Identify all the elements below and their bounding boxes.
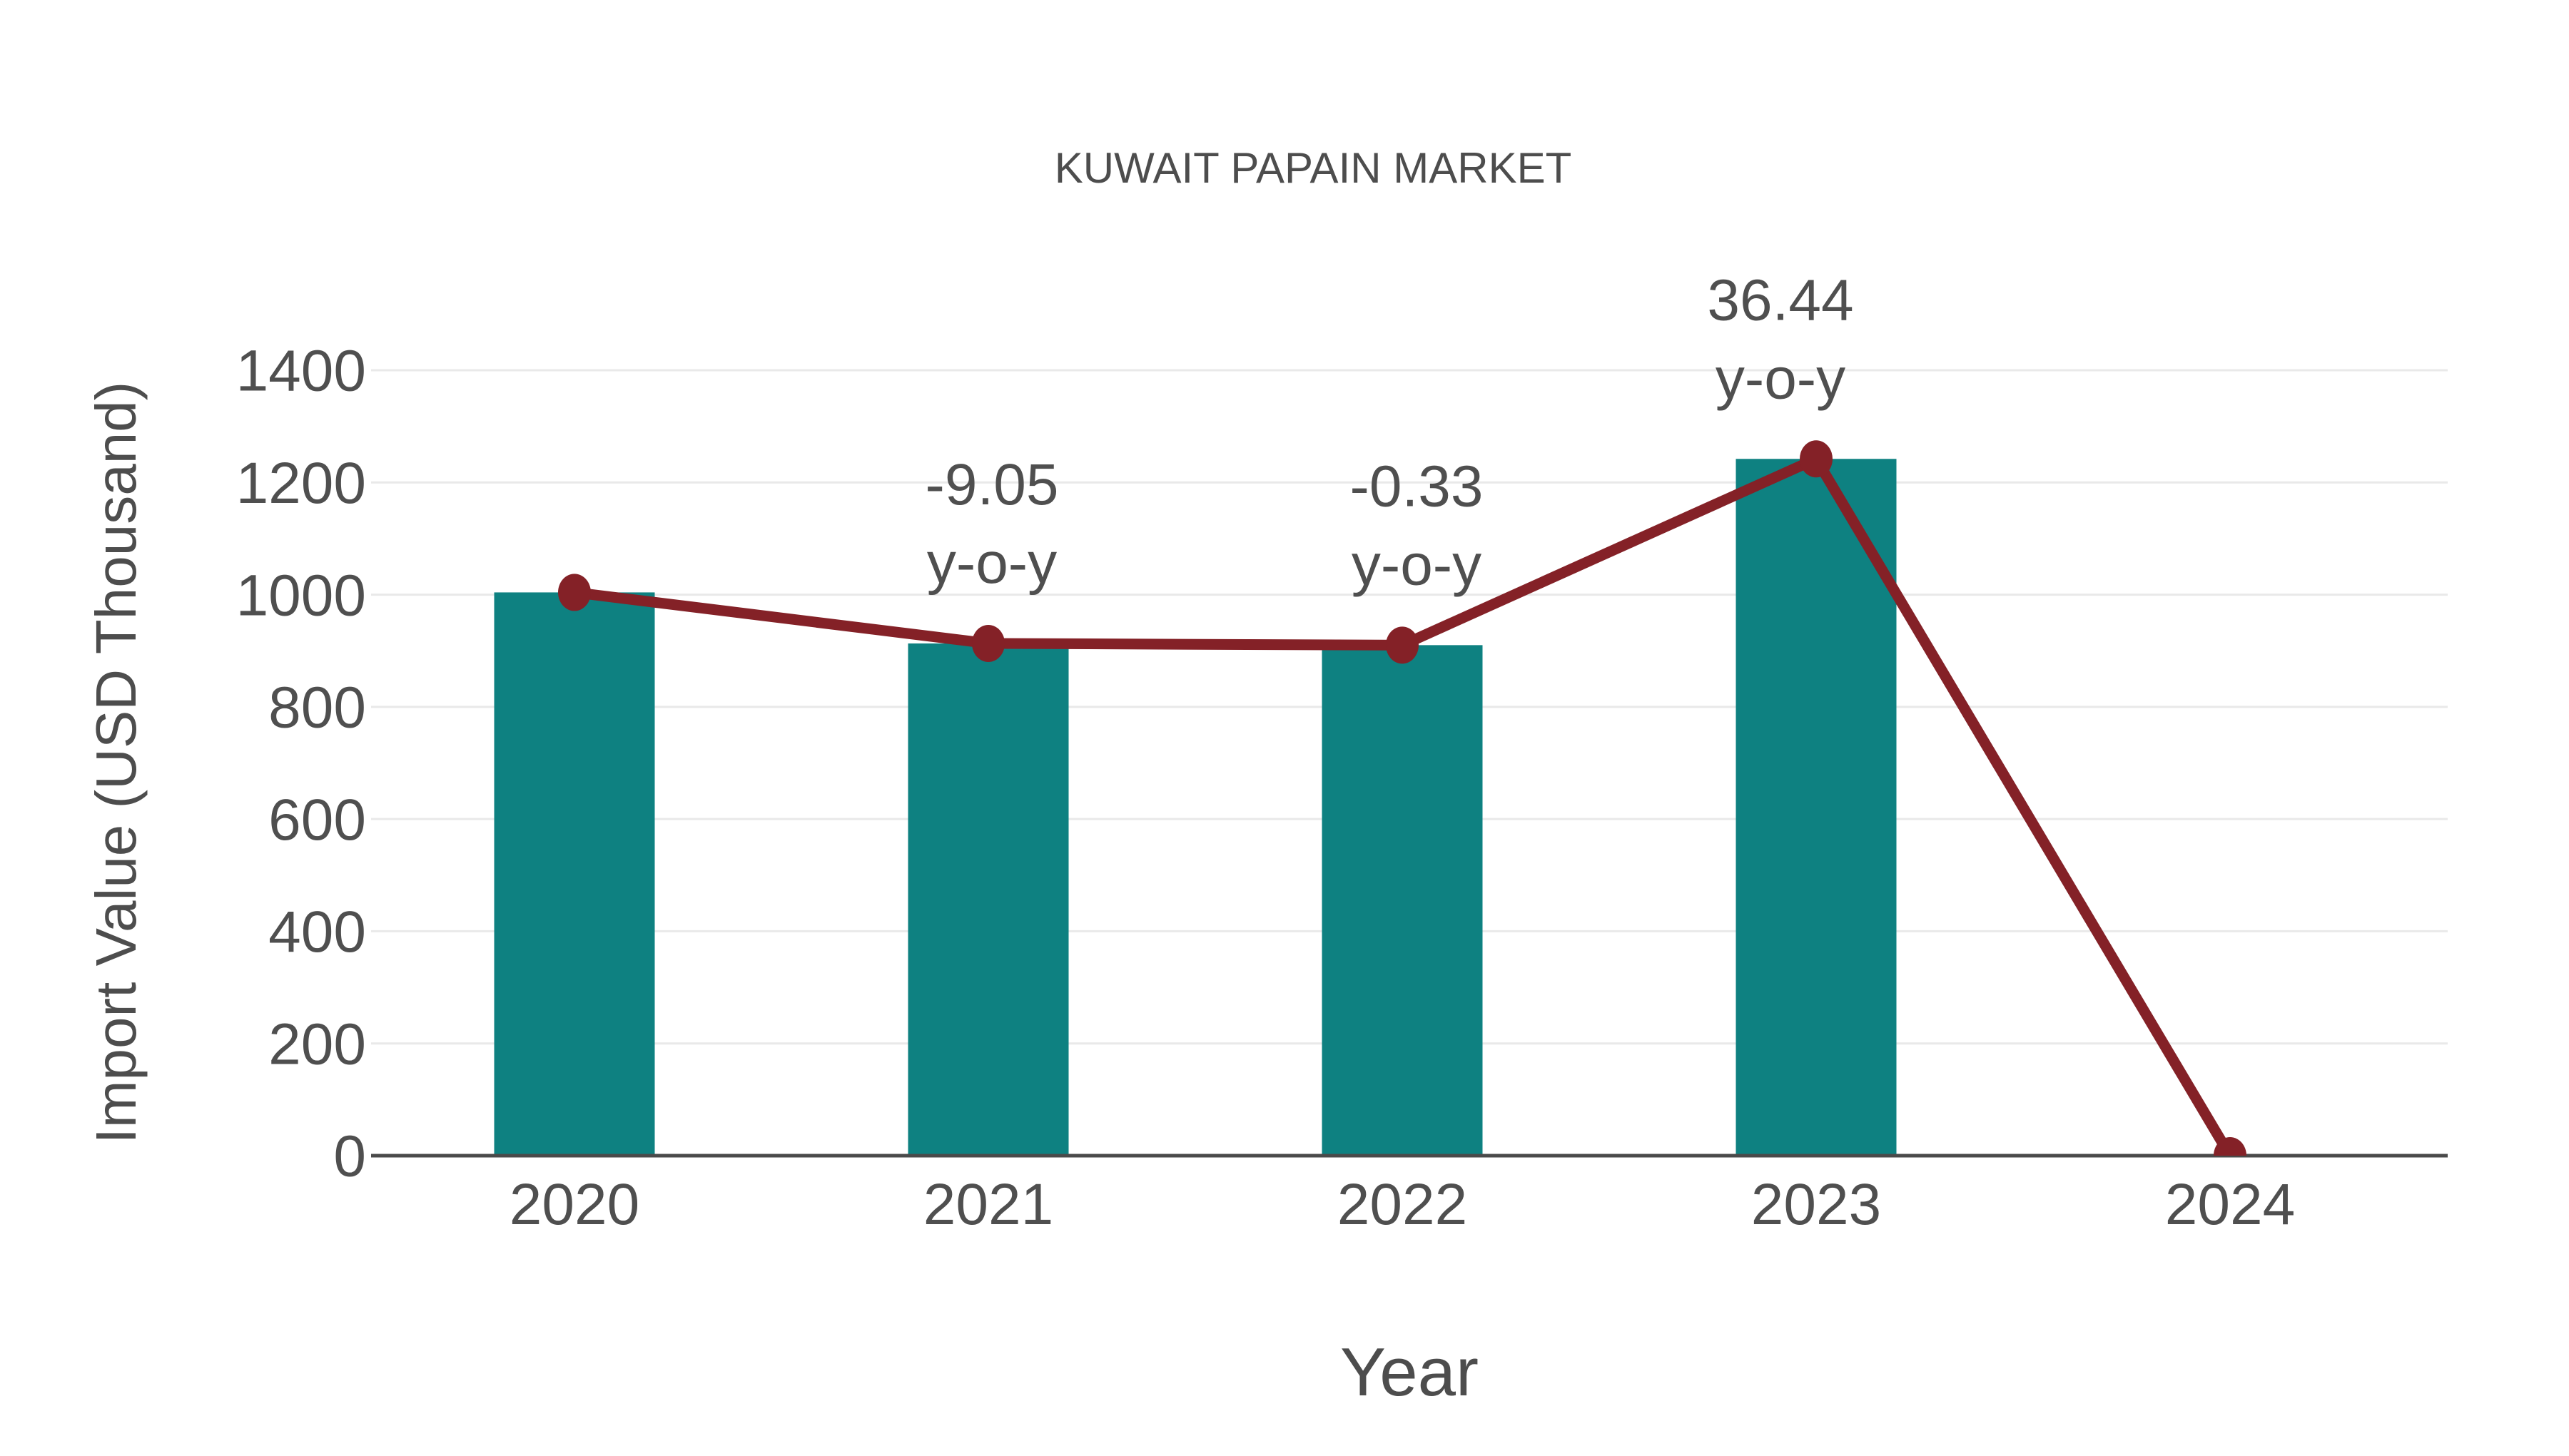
y-tick-labels: 0 200 400 600 800 1000 1200 1400 xyxy=(236,339,366,1189)
x-tick-label-2021: 2021 xyxy=(923,1172,1053,1237)
x-tick-label-2023: 2023 xyxy=(1751,1172,1881,1237)
y-tick-label-1000: 1000 xyxy=(236,563,366,628)
bars-group xyxy=(494,459,1897,1156)
y-tick-label-1200: 1200 xyxy=(236,451,366,516)
annotation-value-2021: -9.05 xyxy=(926,452,1059,517)
trend-marker-2020 xyxy=(558,574,591,611)
trend-marker-2022 xyxy=(1386,626,1419,664)
trend-line-group xyxy=(558,440,2246,1156)
y-tick-label-200: 200 xyxy=(268,1012,366,1076)
bar-2020 xyxy=(494,592,655,1156)
y-axis-title: Import Value (USD Thousand) xyxy=(84,382,148,1144)
y-tick-label-0: 0 xyxy=(333,1124,366,1189)
bar-2021 xyxy=(908,643,1069,1156)
annotation-value-2023: 36.44 xyxy=(1707,268,1853,332)
trend-marker-2021 xyxy=(972,624,1005,662)
y-tick-label-800: 800 xyxy=(268,676,366,740)
x-tick-label-2022: 2022 xyxy=(1337,1172,1467,1237)
annotation-yoy-2023: y-o-y xyxy=(1716,346,1845,411)
x-tick-label-2020: 2020 xyxy=(510,1172,639,1237)
trend-marker-2024 xyxy=(2214,1137,2246,1156)
x-tick-label-2024: 2024 xyxy=(2165,1172,2295,1237)
bar-2022 xyxy=(1322,645,1483,1156)
y-tick-label-400: 400 xyxy=(268,900,366,964)
annotation-value-2022: -0.33 xyxy=(1350,454,1484,519)
annotation-yoy-2021: y-o-y xyxy=(927,531,1057,596)
x-axis-title: Year xyxy=(1340,1334,1479,1410)
y-tick-label-1400: 1400 xyxy=(236,339,366,404)
chart-title: KUWAIT PAPAIN MARKET xyxy=(1055,144,1572,192)
annotation-yoy-2022: y-o-y xyxy=(1352,532,1481,597)
bar-2023 xyxy=(1736,459,1897,1156)
x-tick-labels: 2020 2021 2022 2023 2024 xyxy=(510,1172,2295,1237)
y-tick-label-600: 600 xyxy=(268,788,366,852)
trend-marker-2023 xyxy=(1800,440,1833,478)
annotations-group: -9.05 y-o-y -0.33 y-o-y 36.44 y-o-y xyxy=(926,268,1854,597)
kuwait-papain-market-chart: 0 200 400 600 800 1000 1200 1400 2020 2021 2022 202… xyxy=(29,11,2569,1456)
